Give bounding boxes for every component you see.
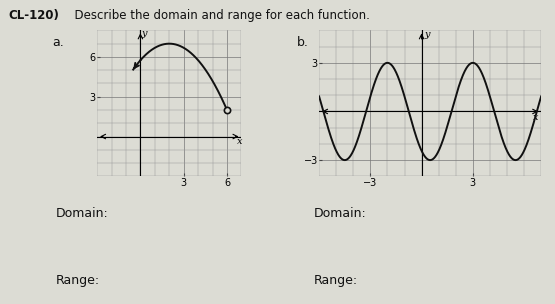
Text: CL-120): CL-120) bbox=[8, 9, 59, 22]
Text: Describe the domain and range for each function.: Describe the domain and range for each f… bbox=[67, 9, 370, 22]
Text: Range:: Range: bbox=[314, 274, 358, 287]
Text: x: x bbox=[533, 112, 539, 122]
Text: y: y bbox=[425, 30, 430, 39]
Text: x: x bbox=[236, 137, 242, 146]
Text: b.: b. bbox=[297, 36, 309, 50]
Text: y: y bbox=[142, 29, 147, 38]
Text: a.: a. bbox=[53, 36, 64, 50]
Text: Domain:: Domain: bbox=[314, 207, 366, 220]
Text: Domain:: Domain: bbox=[56, 207, 108, 220]
Text: Range:: Range: bbox=[56, 274, 100, 287]
